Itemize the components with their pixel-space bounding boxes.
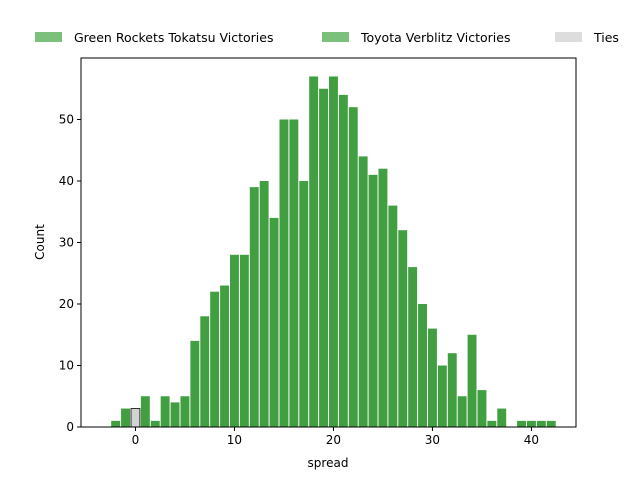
bar-series1-10: [230, 254, 239, 427]
x-tick-label-40: 40: [524, 433, 539, 447]
bars: [111, 76, 556, 428]
bar-series1-35: [477, 390, 487, 427]
x-axis-label: spread: [308, 456, 349, 470]
bar-series1-30: [428, 328, 437, 427]
y-tick-label-10: 10: [59, 359, 74, 373]
y-axis-label: Count: [33, 224, 47, 260]
bar-series1-40: [526, 420, 536, 427]
legend-label-2: Ties: [593, 30, 619, 45]
x-tick-label-30: 30: [425, 433, 440, 447]
bar-series1-4: [170, 402, 180, 427]
bar-series1--1: [121, 408, 130, 427]
bar-series1-15: [279, 119, 289, 427]
bar-series1-36: [487, 420, 497, 427]
legend-label-1: Toyota Verblitz Victories: [360, 30, 510, 45]
y-tick-label-20: 20: [59, 297, 74, 311]
bar-series1-26: [388, 205, 398, 427]
bar-series1-11: [239, 254, 249, 427]
bar-series1-16: [289, 119, 299, 427]
bar-series1-18: [309, 76, 319, 427]
plot-frame: [80, 57, 577, 428]
bar-series1-1: [140, 396, 150, 427]
bar-series1-41: [536, 420, 546, 427]
y-tick-label-50: 50: [59, 113, 74, 127]
bar-series1-31: [437, 365, 447, 427]
bar-series1-24: [368, 174, 378, 427]
bar-series1-34: [467, 334, 477, 427]
bar-series1-28: [408, 267, 418, 427]
bar-series1-6: [190, 340, 200, 427]
bar-series1--2: [111, 420, 121, 427]
y-axis: 0 10 20 30 40 50: [59, 113, 81, 434]
bar-series1-32: [447, 353, 457, 427]
legend-swatch-2: [555, 32, 582, 42]
bar-series1-7: [200, 316, 210, 427]
bar-series1-22: [348, 107, 358, 427]
bar-series1-23: [358, 156, 368, 427]
y-tick-label-0: 0: [66, 420, 74, 434]
bar-series1-14: [269, 217, 279, 427]
x-tick-label-20: 20: [326, 433, 341, 447]
bar-series1-8: [210, 291, 220, 427]
bar-series1-20: [329, 76, 338, 427]
legend-swatch-0: [35, 32, 62, 42]
legend: Green Rockets Tokatsu Victories Toyota Ve…: [35, 30, 619, 45]
y-tick-label-40: 40: [59, 174, 74, 188]
x-axis: 0 10 20 30 40: [132, 427, 539, 447]
bar-series1-25: [378, 168, 388, 427]
bar-series1-13: [259, 181, 269, 427]
bar-series1-42: [546, 420, 556, 427]
legend-label-0: Green Rockets Tokatsu Victories: [74, 30, 273, 45]
bar-series1-29: [418, 304, 427, 427]
x-tick-label-10: 10: [227, 433, 242, 447]
legend-swatch-1: [322, 32, 349, 42]
bar-series1-39: [517, 420, 527, 427]
y-tick-label-30: 30: [59, 236, 74, 250]
bar-series1-37: [497, 408, 507, 427]
bar-series1-33: [457, 396, 467, 427]
bar-series1-12: [249, 187, 259, 427]
bar-series1-3: [160, 396, 170, 427]
bar-ties-0: [130, 408, 141, 428]
bar-series1-2: [150, 420, 160, 427]
bar-series1-9: [220, 285, 230, 427]
bar-series1-19: [319, 88, 329, 427]
bar-series1-21: [338, 94, 348, 428]
x-tick-label-0: 0: [132, 433, 140, 447]
bar-series1-27: [398, 230, 408, 427]
bar-series1-17: [299, 181, 309, 427]
bar-series1-5: [180, 396, 190, 427]
